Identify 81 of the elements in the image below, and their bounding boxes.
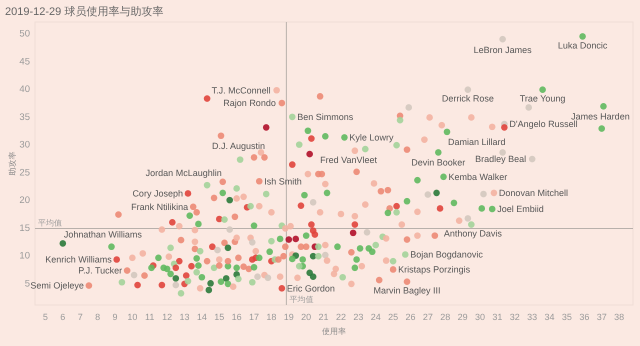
- annotation: Fred VanVleet: [320, 154, 378, 165]
- annotation: James Harden: [571, 111, 630, 122]
- x-axis-title: 使用率: [322, 327, 346, 336]
- annotation: T.J. McConnell: [212, 85, 271, 96]
- annotation: LeBron James: [474, 45, 532, 56]
- x-tick-label: 8: [95, 312, 100, 322]
- y-tick-label: 15: [19, 222, 30, 234]
- ref-line-label: 平均值: [289, 295, 314, 304]
- annotation: Johnathan Williams: [64, 229, 142, 240]
- x-tick-label: 7: [78, 312, 83, 322]
- annotation: Kyle Lowry: [349, 132, 394, 142]
- annotation: Ben Simmons: [297, 112, 354, 122]
- annotation: Donovan Mitchell: [498, 188, 568, 198]
- y-axis-title: 助攻率: [8, 152, 17, 176]
- y-tick-label: 20: [19, 195, 30, 206]
- x-tick-label: 30: [475, 312, 486, 322]
- annotation: Semi Ojeleye: [30, 280, 84, 291]
- y-tick-label: 30: [19, 140, 30, 151]
- annotation: Luka Doncic: [558, 40, 608, 50]
- annotation: Bradley Beal: [475, 154, 526, 164]
- x-tick-label: 24: [370, 312, 381, 322]
- annotation: P.J. Tucker: [78, 266, 122, 276]
- annotation: Frank Ntilikina: [131, 202, 188, 212]
- annotation: Cory Joseph: [132, 188, 183, 198]
- x-tick-label: 22: [336, 312, 346, 322]
- x-tick-label: 15: [214, 312, 224, 322]
- x-tick-label: 34: [544, 312, 555, 322]
- x-tick-label: 27: [422, 312, 433, 322]
- x-tick-label: 33: [527, 312, 538, 322]
- annotation: Marvin Bagley III: [373, 286, 441, 296]
- annotation: Derrick Rose: [442, 94, 494, 104]
- annotation: Rajon Rondo: [223, 98, 276, 108]
- x-tick-label: 32: [510, 312, 520, 322]
- x-tick-label: 36: [579, 312, 590, 322]
- annotation: Trae Young: [520, 94, 566, 104]
- annotation: D'Angelo Russell: [509, 119, 578, 130]
- y-tick-label: 35: [19, 112, 30, 123]
- x-tick-label: 19: [284, 312, 294, 322]
- x-tick-label: 26: [405, 312, 416, 322]
- annotation: Ish Smith: [264, 176, 302, 186]
- x-tick-label: 16: [232, 312, 242, 322]
- annotation: Joel Embiid: [497, 204, 544, 214]
- chart-title: 2019-12-29 球员使用率与助攻率: [5, 5, 164, 18]
- y-tick-label: 40: [19, 84, 30, 96]
- x-tick-label: 37: [596, 312, 607, 322]
- y-tick-label: 5: [24, 278, 30, 290]
- x-tick-label: 28: [440, 312, 450, 322]
- y-tick-label: 50: [19, 28, 30, 40]
- x-tick-label: 14: [196, 312, 207, 322]
- x-tick-label: 12: [162, 312, 172, 322]
- x-tick-label: 17: [249, 312, 260, 322]
- annotation: Jordan McLaughlin: [146, 168, 222, 178]
- x-tick-label: 11: [145, 312, 154, 322]
- x-tick-label: 6: [60, 312, 66, 322]
- x-tick-label: 23: [353, 312, 364, 322]
- x-tick-label: 5: [42, 312, 48, 322]
- x-tick-label: 25: [388, 312, 398, 322]
- x-tick-label: 31: [492, 312, 502, 322]
- x-tick-label: 9: [112, 312, 118, 322]
- annotation: Eric Gordon: [286, 283, 335, 294]
- x-tick-label: 35: [562, 312, 572, 322]
- annotation: Kenrich Williams: [45, 254, 112, 264]
- x-tick-label: 13: [179, 312, 190, 322]
- y-tick-label: 10: [19, 250, 30, 262]
- annotation: Kristaps Porzingis: [398, 264, 471, 274]
- ref-line: 平均值: [34, 218, 634, 230]
- x-tick-label: 21: [318, 312, 329, 322]
- annotation: D.J. Augustin: [212, 140, 266, 151]
- x-tick-label: 29: [458, 312, 468, 322]
- annotation: Bojan Bogdanovic: [410, 250, 484, 260]
- annotation: Anthony Davis: [444, 228, 502, 239]
- x-tick-label: 10: [127, 312, 138, 322]
- annotation: Devin Booker: [411, 157, 466, 168]
- annotation: Kemba Walker: [448, 172, 508, 182]
- y-tick-label: 45: [19, 56, 30, 68]
- x-tick-label: 38: [614, 312, 624, 322]
- x-tick-label: 20: [301, 312, 312, 322]
- x-tick-label: 18: [266, 312, 276, 322]
- ref-line-label: 平均值: [38, 218, 62, 228]
- annotation: Damian Lillard: [448, 136, 506, 147]
- y-tick-label: 25: [19, 167, 30, 178]
